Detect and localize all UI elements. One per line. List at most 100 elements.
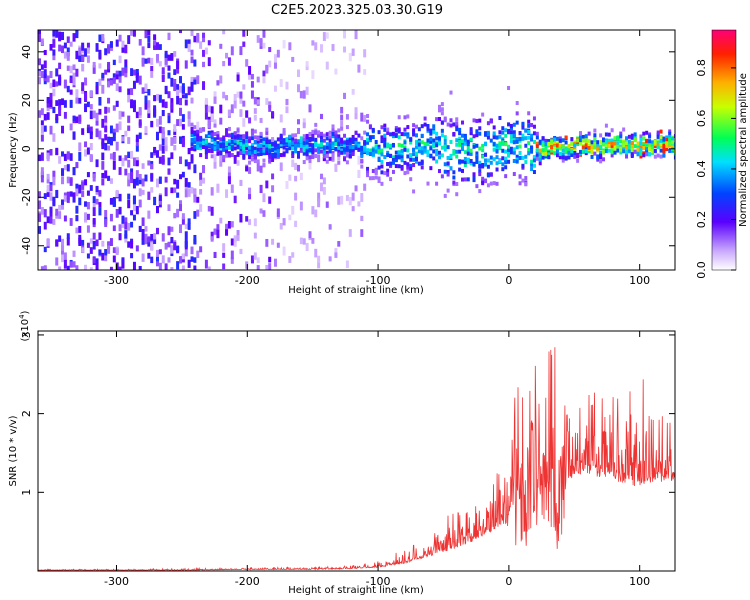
spectrogram-cell xyxy=(49,215,53,224)
spectrogram-cell xyxy=(360,229,364,237)
spectrogram-cell xyxy=(354,185,358,192)
spectrogram-cell xyxy=(311,206,315,215)
spectrogram-cell xyxy=(627,139,631,144)
spectrogram-cell xyxy=(268,154,272,159)
spectrogram-cell xyxy=(561,155,565,160)
spectrogram-cell xyxy=(190,146,194,151)
spectrogram-cell xyxy=(115,190,119,198)
spectrogram-cell xyxy=(167,65,171,71)
spectrogram-cell xyxy=(564,147,568,152)
spectrogram-cell xyxy=(507,128,511,133)
spectrogram-cell xyxy=(409,137,413,142)
spectrogram-cell xyxy=(107,97,111,104)
spectrogram-cell xyxy=(302,134,306,139)
spectrogram-cell xyxy=(265,180,269,189)
spectrogram-cell xyxy=(66,265,70,270)
spectrogram-cell xyxy=(253,108,257,114)
spectrogram-cell xyxy=(414,141,418,146)
spectrogram-cell xyxy=(121,215,125,224)
spectrogram-cell xyxy=(668,141,672,146)
spectrogram-cell xyxy=(75,97,79,104)
spectrogram-cell xyxy=(357,133,361,138)
spectrogram-cell xyxy=(109,153,113,160)
spectrogram-cell xyxy=(124,44,128,54)
spectrogram-cell xyxy=(469,161,473,166)
spectrogram-cell xyxy=(446,161,450,166)
spectrogram-cell xyxy=(437,155,441,160)
spectrogram-cell xyxy=(501,126,505,131)
spectrogram-cell xyxy=(196,133,200,138)
spectrogram-cell xyxy=(302,144,306,149)
spectrogram-cell xyxy=(78,226,82,233)
spectrogram-cell xyxy=(118,266,122,270)
spectrogram-cell xyxy=(501,156,505,161)
spectrogram-cell xyxy=(302,122,306,129)
spectrogram-cell xyxy=(268,158,272,163)
spectrogram-cell xyxy=(279,140,283,145)
spectrogram-cell xyxy=(673,149,675,154)
spectrogram-cell xyxy=(325,61,329,70)
spectrogram-cell xyxy=(248,160,252,165)
spectrogram-cell xyxy=(230,257,234,264)
spectrogram-cell xyxy=(305,61,309,67)
spectrogram-cell xyxy=(285,106,289,114)
spectrogram-cell xyxy=(363,130,367,135)
spectrogram-cell xyxy=(40,134,44,142)
spectrogram-cell xyxy=(406,154,410,159)
spectrogram-cell xyxy=(202,61,206,68)
spectrogram-cell xyxy=(532,139,536,144)
spectrogram-cell xyxy=(227,139,231,144)
spectrogram-cell xyxy=(170,102,174,110)
spectrogram-cell xyxy=(492,135,496,140)
spectrogram-cell xyxy=(371,127,375,132)
spectrogram-cell xyxy=(648,146,652,151)
spectrogram-cell xyxy=(219,217,223,224)
spectrogram-cell xyxy=(101,172,105,179)
spectrogram-cell xyxy=(66,197,70,203)
spectrogram-cell xyxy=(633,137,637,142)
spectrogram-cell xyxy=(345,260,349,269)
spectrogram-cell xyxy=(179,118,183,127)
spectrogram-cell xyxy=(230,184,234,193)
spectrogram-cell xyxy=(98,108,102,115)
spectrogram-cell xyxy=(132,100,136,108)
spectrogram-cell xyxy=(78,53,82,61)
spectrogram-cell xyxy=(351,145,355,150)
spectrogram-cell xyxy=(107,107,111,113)
spectrogram-cell xyxy=(155,42,159,50)
spectrogram-cell xyxy=(250,73,254,80)
spectrogram-cell xyxy=(236,235,240,241)
spectrogram-cell xyxy=(242,41,246,47)
spectrogram-cell xyxy=(164,187,168,197)
spectrogram-cell xyxy=(486,158,490,163)
spectrogram-cell xyxy=(291,143,295,148)
spectrogram-cell xyxy=(144,83,148,92)
spectrogram-cell xyxy=(72,250,76,257)
spectrogram-cell xyxy=(121,157,125,167)
spectrogram-cell xyxy=(613,150,617,155)
spectrogram-cell xyxy=(81,128,85,135)
spectrogram-cell xyxy=(158,262,162,270)
spectrogram-cell xyxy=(463,160,467,165)
spectrogram-cell xyxy=(541,142,545,147)
spectrogram-cell xyxy=(665,138,669,143)
spectrogram-cell xyxy=(345,114,349,120)
spectrogram-cell xyxy=(118,121,122,131)
spectrogram-cell xyxy=(619,147,623,152)
spectrogram-cell xyxy=(461,168,465,173)
spectrogram-cell xyxy=(377,149,381,154)
spectrogram-cell xyxy=(599,150,603,155)
spectrogram-cell xyxy=(176,192,180,198)
spectrogram-cell xyxy=(630,145,634,150)
spectrogram-cell xyxy=(38,191,41,199)
spectrogram-cell xyxy=(147,191,151,200)
spectrogram-cell xyxy=(602,149,606,154)
spectrogram-cell xyxy=(607,138,611,143)
spectrogram-cell xyxy=(596,157,600,162)
spectrogram-cell xyxy=(412,163,416,168)
spectrogram-cell xyxy=(115,123,119,133)
spectrogram-cell xyxy=(107,45,111,52)
spectrogram-cell xyxy=(334,130,338,135)
spectrogram-cell xyxy=(72,192,76,199)
spectrogram-cell xyxy=(40,175,44,183)
